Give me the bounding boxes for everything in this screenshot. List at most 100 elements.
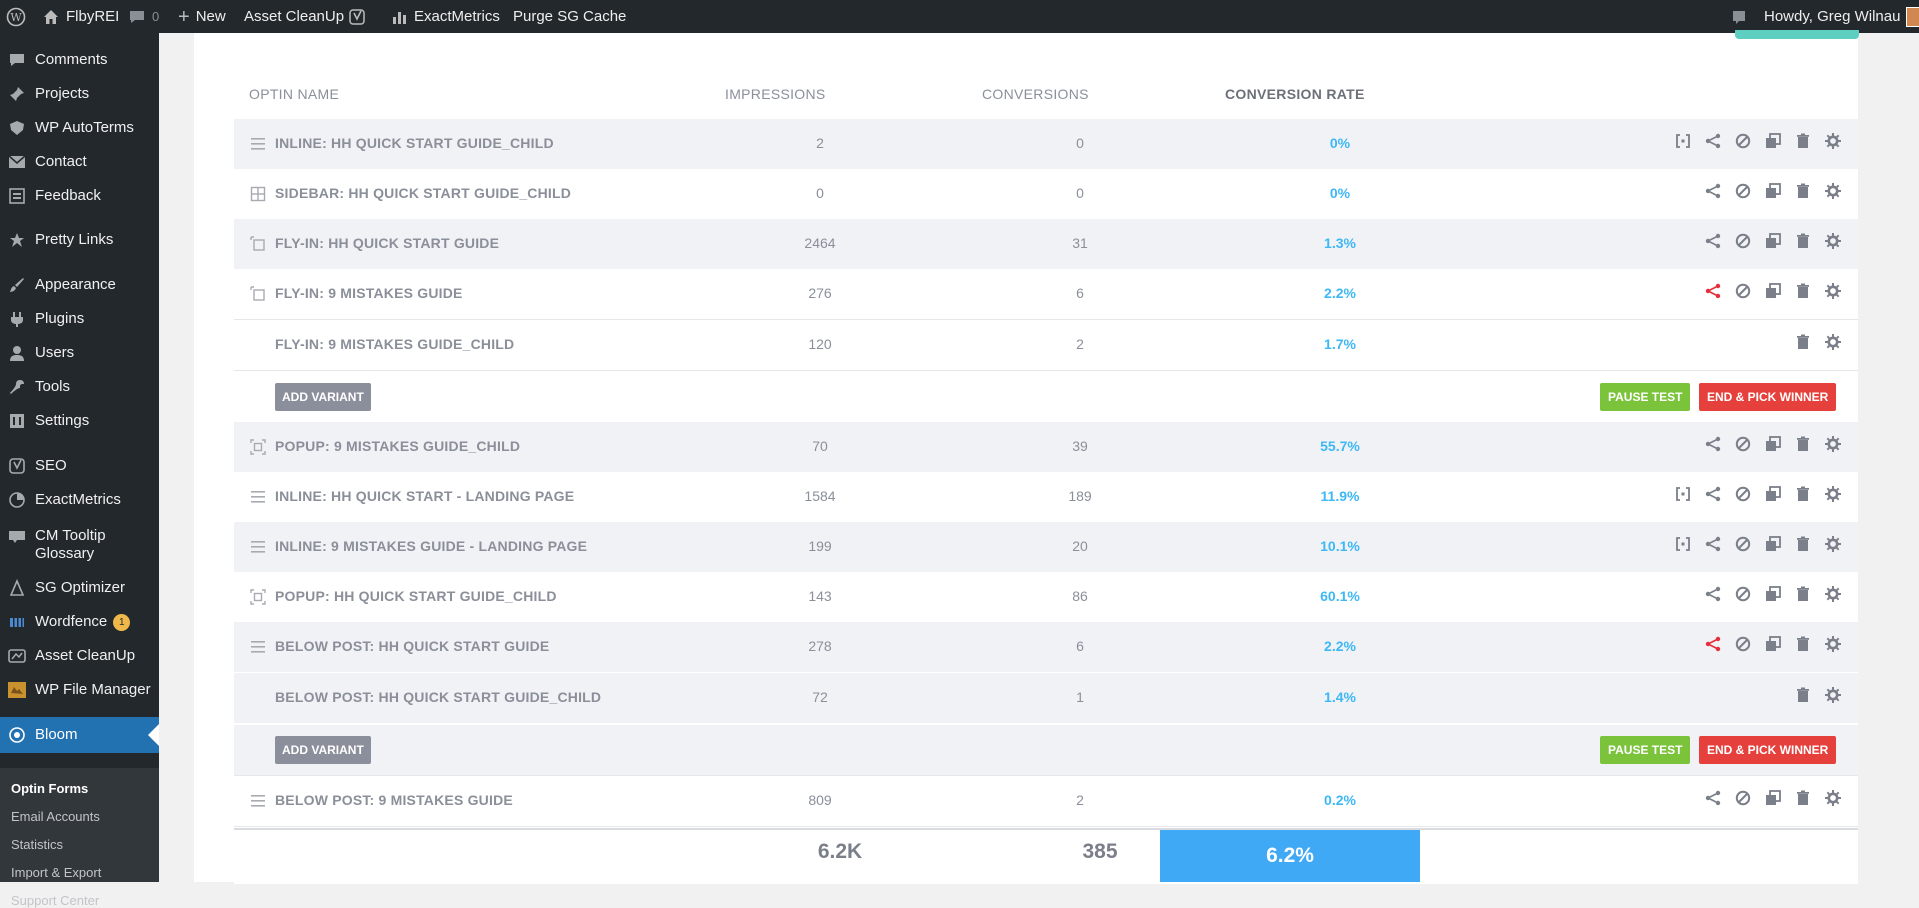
gear-icon[interactable] xyxy=(1823,788,1845,810)
shortcode-icon[interactable] xyxy=(1675,536,1695,556)
submenu-support-center[interactable]: Support Center xyxy=(11,893,100,908)
sidebar-item-cm-tooltip-glossary[interactable]: CM Tooltip Glossary xyxy=(0,517,159,571)
submenu-email-accounts[interactable]: Email Accounts xyxy=(11,809,100,824)
optin-name[interactable]: FLY-IN: HH QUICK START GUIDE xyxy=(275,235,500,251)
sidebar-item-comments[interactable]: Comments xyxy=(0,43,159,77)
gear-icon[interactable] xyxy=(1823,131,1845,153)
trash-icon[interactable] xyxy=(1795,636,1815,656)
sidebar-item-contact[interactable]: Contact xyxy=(0,145,159,179)
gear-icon[interactable] xyxy=(1823,685,1845,707)
trash-icon[interactable] xyxy=(1795,586,1815,606)
split-test-icon[interactable] xyxy=(1705,585,1725,606)
duplicate-icon[interactable] xyxy=(1765,183,1785,203)
sidebar-item-seo[interactable]: SEO xyxy=(0,449,159,483)
gear-icon[interactable] xyxy=(1823,281,1845,303)
deactivate-icon[interactable] xyxy=(1735,233,1755,253)
gear-icon[interactable] xyxy=(1823,484,1845,506)
duplicate-icon[interactable] xyxy=(1765,133,1785,153)
optin-name[interactable]: FLY-IN: 9 MISTAKES GUIDE_CHILD xyxy=(275,336,515,352)
deactivate-icon[interactable] xyxy=(1735,133,1755,153)
split-test-icon[interactable] xyxy=(1705,789,1725,810)
trash-icon[interactable] xyxy=(1795,687,1815,707)
optin-name[interactable]: BELOW POST: HH QUICK START GUIDE_CHILD xyxy=(275,689,602,705)
optin-name[interactable]: FLY-IN: 9 MISTAKES GUIDE xyxy=(275,285,463,301)
inline-type-icon[interactable] xyxy=(250,793,266,809)
sidebar-item-feedback[interactable]: Feedback xyxy=(0,179,159,213)
sidebar-item-appearance[interactable]: Appearance xyxy=(0,268,159,302)
sidebar-item-wordfence[interactable]: Wordfence 1 xyxy=(0,605,159,639)
popup-type-icon[interactable] xyxy=(250,589,266,605)
gear-icon[interactable] xyxy=(1823,534,1845,556)
shortcode-icon[interactable] xyxy=(1675,486,1695,506)
notification-icon[interactable] xyxy=(1731,0,1747,33)
deactivate-icon[interactable] xyxy=(1735,486,1755,506)
comments-link[interactable]: 0 xyxy=(128,0,159,33)
end-pick-winner-button[interactable]: END & PICK WINNER xyxy=(1699,736,1837,764)
split-test-icon[interactable] xyxy=(1705,183,1725,203)
trash-icon[interactable] xyxy=(1795,183,1815,203)
optin-name[interactable]: BELOW POST: HH QUICK START GUIDE xyxy=(275,638,550,654)
submenu-import-export[interactable]: Import & Export xyxy=(11,865,102,880)
inline-type-icon[interactable] xyxy=(250,136,266,152)
account-menu[interactable]: Howdy, Greg Wilnau xyxy=(1764,0,1919,33)
purge-cache-link[interactable]: Purge SG Cache xyxy=(513,0,626,33)
duplicate-icon[interactable] xyxy=(1765,636,1785,656)
sidebar-item-tools[interactable]: Tools xyxy=(0,370,159,404)
sidebar-item-bloom[interactable]: Bloom xyxy=(0,717,159,753)
duplicate-icon[interactable] xyxy=(1765,486,1785,506)
pause-test-button[interactable]: PAUSE TEST xyxy=(1600,736,1691,764)
gear-icon[interactable] xyxy=(1823,181,1845,203)
exactmetrics-link[interactable]: ExactMetrics xyxy=(392,0,500,33)
optin-name[interactable]: SIDEBAR: HH QUICK START GUIDE_CHILD xyxy=(275,185,572,201)
optin-name[interactable]: BELOW POST: 9 MISTAKES GUIDE xyxy=(275,792,513,808)
sidebar-item-users[interactable]: Users xyxy=(0,336,159,370)
split-test-icon[interactable] xyxy=(1705,435,1725,456)
optin-name[interactable]: POPUP: HH QUICK START GUIDE_CHILD xyxy=(275,588,557,604)
trash-icon[interactable] xyxy=(1795,486,1815,506)
gear-icon[interactable] xyxy=(1823,634,1845,656)
duplicate-icon[interactable] xyxy=(1765,536,1785,556)
submenu-statistics[interactable]: Statistics xyxy=(11,837,64,852)
deactivate-icon[interactable] xyxy=(1735,436,1755,456)
split-test-icon[interactable] xyxy=(1705,535,1725,556)
end-pick-winner-button[interactable]: END & PICK WINNER xyxy=(1699,383,1837,411)
optin-name[interactable]: INLINE: HH QUICK START GUIDE_CHILD xyxy=(275,135,554,151)
submenu-optin-forms[interactable]: Optin Forms xyxy=(11,781,89,796)
split-test-active-icon[interactable] xyxy=(1705,282,1725,303)
trash-icon[interactable] xyxy=(1795,790,1815,810)
flyin-type-icon[interactable] xyxy=(250,236,266,252)
sidebar-item-asset-cleanup[interactable]: Asset CleanUp xyxy=(0,639,159,673)
wordpress-logo-icon[interactable]: W xyxy=(6,0,26,33)
inline-type-icon[interactable] xyxy=(250,489,266,505)
popup-type-icon[interactable] xyxy=(250,439,266,455)
sidebar-item-sg-optimizer[interactable]: SG Optimizer xyxy=(0,571,159,605)
deactivate-icon[interactable] xyxy=(1735,283,1755,303)
split-test-active-icon[interactable] xyxy=(1705,635,1725,656)
duplicate-icon[interactable] xyxy=(1765,790,1785,810)
split-test-icon[interactable] xyxy=(1705,133,1725,153)
trash-icon[interactable] xyxy=(1795,436,1815,456)
sidebar-item-wp-file-manager[interactable]: WP File Manager xyxy=(0,673,159,707)
add-variant-button[interactable]: ADD VARIANT xyxy=(275,383,371,411)
sidebar-item-wp-autoterms[interactable]: WP AutoTerms xyxy=(0,111,159,145)
duplicate-icon[interactable] xyxy=(1765,283,1785,303)
yoast-link[interactable] xyxy=(348,0,366,33)
split-test-icon[interactable] xyxy=(1705,485,1725,506)
gear-icon[interactable] xyxy=(1823,584,1845,606)
deactivate-icon[interactable] xyxy=(1735,586,1755,606)
inline-type-icon[interactable] xyxy=(250,539,266,555)
deactivate-icon[interactable] xyxy=(1735,636,1755,656)
deactivate-icon[interactable] xyxy=(1735,183,1755,203)
optin-name[interactable]: POPUP: 9 MISTAKES GUIDE_CHILD xyxy=(275,438,521,454)
sidebar-item-pretty-links[interactable]: Pretty Links xyxy=(0,223,159,257)
sidebar-item-exactmetrics[interactable]: ExactMetrics xyxy=(0,483,159,517)
asset-cleanup-link[interactable]: Asset CleanUp xyxy=(244,0,344,33)
site-name-link[interactable]: FlbyREI xyxy=(42,0,119,33)
pause-test-button[interactable]: PAUSE TEST xyxy=(1600,383,1691,411)
sidebar-item-plugins[interactable]: Plugins xyxy=(0,302,159,336)
new-content-link[interactable]: + New xyxy=(178,0,226,33)
optin-name[interactable]: INLINE: 9 MISTAKES GUIDE - LANDING PAGE xyxy=(275,538,588,554)
duplicate-icon[interactable] xyxy=(1765,586,1785,606)
sidebar-item-projects[interactable]: Projects xyxy=(0,77,159,111)
optin-name[interactable]: INLINE: HH QUICK START - LANDING PAGE xyxy=(275,488,575,504)
